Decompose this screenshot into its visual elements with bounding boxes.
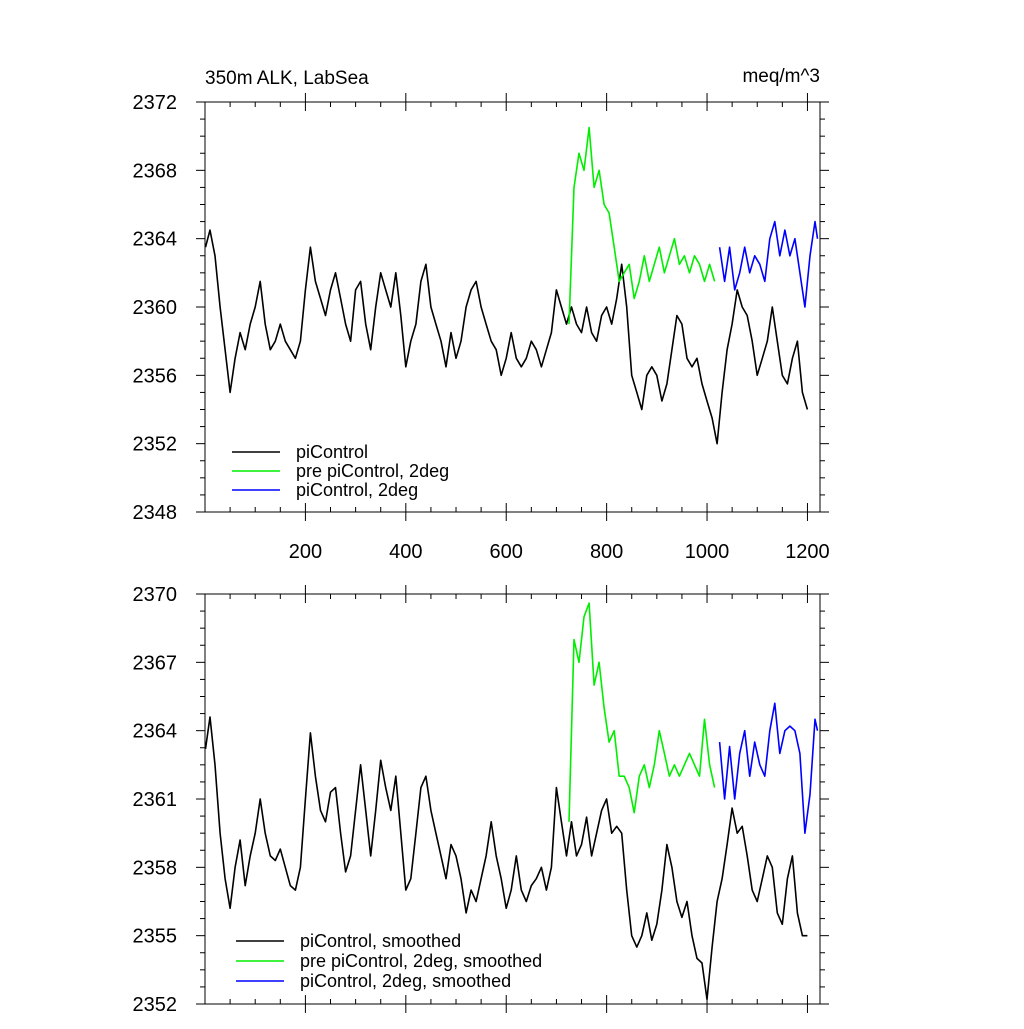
legend-entry: piControl, 2deg, smoothed xyxy=(300,971,511,991)
legend-entry: pre piControl, 2deg, smoothed xyxy=(300,951,542,971)
y-tick-label: 2358 xyxy=(133,857,178,879)
x-tick-label: 1000 xyxy=(685,541,730,563)
y-tick-label: 2352 xyxy=(133,994,178,1016)
x-tick-label: 600 xyxy=(490,541,523,563)
series-line-1 xyxy=(204,229,809,445)
legend-entry: piControl, 2deg xyxy=(296,480,418,500)
y-tick-label: 2372 xyxy=(133,92,178,114)
y-tick-label: 2356 xyxy=(133,365,178,387)
y-tick-label: 2367 xyxy=(133,652,178,674)
x-tick-label: 200 xyxy=(289,541,322,563)
y-tick-label: 2352 xyxy=(133,434,178,456)
y-tick-label: 2364 xyxy=(133,229,178,251)
y-tick-label: 2368 xyxy=(133,160,178,182)
legend-entry: pre piControl, 2deg xyxy=(296,461,449,481)
series-line-2 xyxy=(568,126,716,325)
series-line-3 xyxy=(718,702,819,835)
chart-title: 350m ALK, LabSea xyxy=(205,68,369,89)
x-tick-label: 400 xyxy=(389,541,422,563)
chart-panel-2: 2352 2355 2358 2361 2364 2367 2370 piControl, s… xyxy=(133,584,829,1016)
y-tick-label: 2355 xyxy=(133,926,178,948)
y-tick-label: 2370 xyxy=(133,584,178,606)
y-tick-label: 2364 xyxy=(133,721,178,743)
legend-entry: piControl xyxy=(296,442,368,462)
x-tick-label: 800 xyxy=(590,541,623,563)
x-tick-label: 1200 xyxy=(785,541,830,563)
chart-units: meq/m^3 xyxy=(742,66,820,87)
series-line-2 xyxy=(568,602,716,822)
legend-entry: piControl, smoothed xyxy=(300,931,461,951)
series-line-3 xyxy=(718,220,819,308)
y-tick-label: 2348 xyxy=(133,502,178,524)
y-tick-label: 2360 xyxy=(133,297,178,319)
plot-frame xyxy=(204,593,821,1005)
chart-panel-1: 200 400 600 800 1000 1200 2348 2352 2356 2360 2364… xyxy=(133,66,830,563)
series-line-1 xyxy=(204,716,808,1001)
y-tick-label: 2361 xyxy=(133,789,178,811)
